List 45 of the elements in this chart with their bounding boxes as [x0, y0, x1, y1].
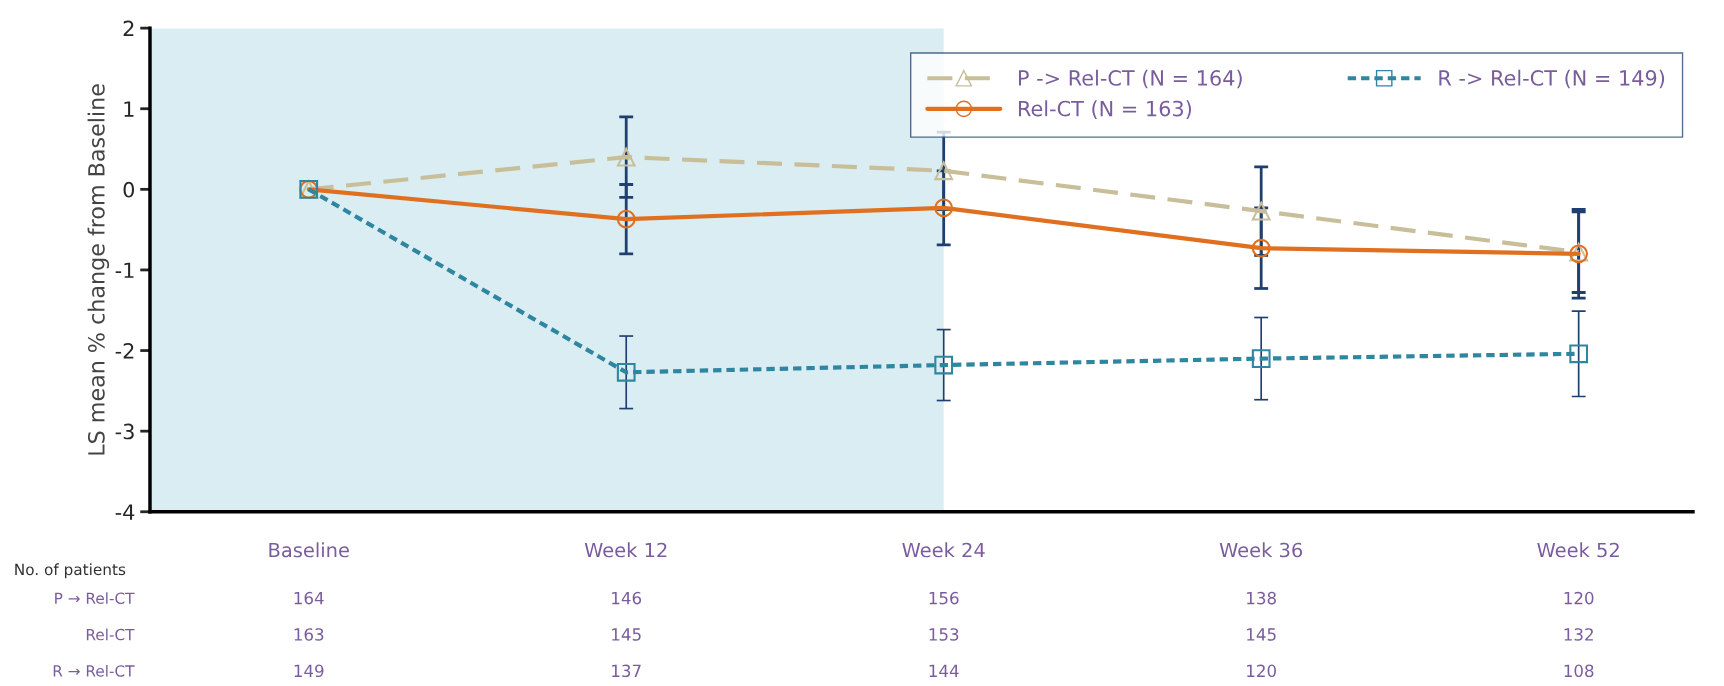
text: 153	[929, 628, 959, 641]
text: No. of patients	[15, 563, 126, 579]
point	[616, 147, 636, 167]
x-tick-label: Week 36	[1219, 542, 1303, 558]
x-tick-label: Week 12	[584, 542, 667, 558]
y-tick-label: 1	[124, 101, 134, 117]
point	[1569, 344, 1589, 364]
point	[1251, 349, 1271, 368]
point	[616, 362, 636, 382]
point	[1251, 238, 1271, 258]
point	[934, 161, 954, 181]
text: 120	[1247, 664, 1276, 678]
y-tick-label: 2	[123, 20, 134, 37]
text: 164	[294, 591, 324, 605]
text: 137	[612, 664, 641, 678]
text: 163	[294, 628, 324, 641]
legend-label: R -> Rel-CT (N = 149)	[1439, 69, 1665, 89]
y-axis-title: LS mean % change from Baseline	[87, 84, 110, 455]
legend-label: Rel-CT (N = 163)	[1018, 100, 1192, 119]
text: 120	[1564, 591, 1594, 605]
text: R → Rel-CT	[53, 664, 135, 677]
point	[934, 355, 954, 375]
x-tick-label: Week 52	[1537, 542, 1619, 558]
y-tick-label: -1	[115, 262, 134, 278]
text: P → Rel-CT	[55, 592, 135, 604]
text: 145	[612, 628, 641, 641]
point	[616, 209, 636, 229]
x-tick-label: Baseline	[269, 542, 349, 558]
text: 145	[1247, 628, 1276, 641]
y-tick-label: -3	[115, 423, 134, 440]
y-tick-label: -4	[115, 504, 135, 520]
text: 144	[929, 664, 959, 677]
point	[1251, 201, 1271, 221]
y-tick-label: -2	[115, 343, 134, 359]
text: 149	[294, 664, 324, 678]
point	[934, 198, 954, 218]
x-tick-label: Week 24	[902, 542, 985, 558]
text: 108	[1564, 664, 1594, 678]
text: 132	[1564, 628, 1593, 641]
legend-label: P -> Rel-CT (N = 164)	[1018, 69, 1242, 89]
text: 146	[612, 591, 642, 605]
y-tick-label: 0	[123, 181, 135, 198]
text: 138	[1247, 591, 1276, 605]
text: Rel-CT	[86, 628, 135, 641]
text: 156	[929, 591, 959, 605]
